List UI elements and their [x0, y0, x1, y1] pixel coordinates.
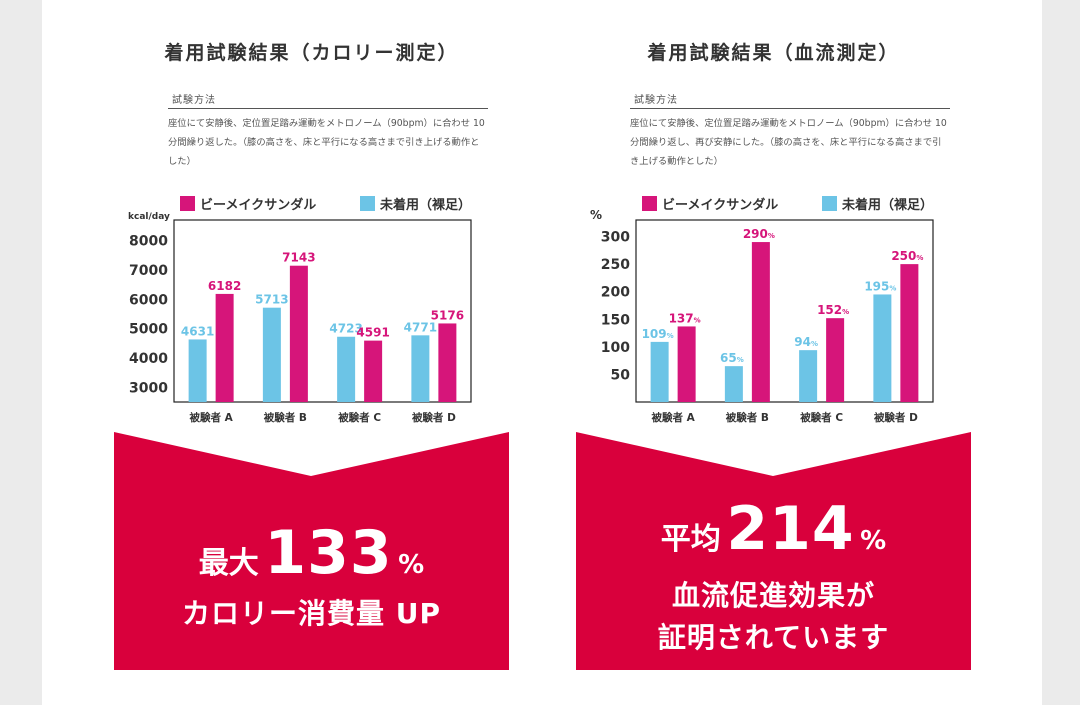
- calorie-banner-unit: %: [398, 550, 425, 580]
- calorie-bar-sandal: [215, 293, 234, 402]
- bloodflow-y-tick-label: 200: [601, 285, 630, 301]
- bloodflow-y-tick-label: 50: [611, 367, 631, 383]
- calorie-y-tick-label: 8000: [129, 234, 168, 250]
- legend-label-sandal: ビーメイクサンダル: [662, 198, 779, 213]
- calorie-banner-subline: カロリー消費量 UP: [181, 597, 441, 630]
- bloodflow-bar-sandal: [826, 318, 845, 402]
- calorie-x-tick-label: 被験者 B: [264, 411, 307, 424]
- bloodflow-data-label: 152%: [817, 303, 849, 317]
- calorie-data-label: 5176: [431, 308, 464, 322]
- bloodflow-bar-barefoot: [873, 294, 892, 402]
- calorie-method-text: 座位にて安静後、定位置足踏み運動をメトロノーム（90bpm）に合わせ 10 分間…: [168, 118, 485, 167]
- bloodflow-y-tick-label: 250: [601, 257, 630, 273]
- bloodflow-plot-frame: [635, 219, 934, 403]
- bloodflow-banner-shape: [576, 432, 971, 670]
- bloodflow-banner-unit: %: [860, 526, 887, 556]
- calorie-bar-sandal: [289, 265, 308, 402]
- calorie-data-label: 4723: [329, 322, 362, 336]
- legend-item-barefoot: 未着用（裸足）: [360, 194, 471, 213]
- bloodflow-x-tick-label: 被験者 B: [726, 411, 769, 424]
- bloodflow-method-text: 座位にて安静後、定位置足踏み運動をメトロノーム（90bpm）に合わせ 10 分間…: [630, 118, 947, 167]
- calorie-data-label: 5713: [255, 293, 288, 307]
- legend-label-barefoot: 未着用（裸足）: [842, 198, 934, 213]
- bloodflow-data-label: 195%: [864, 279, 896, 293]
- bloodflow-heading: 着用試験結果（血流測定）: [647, 42, 900, 64]
- bloodflow-method-divider: [630, 108, 950, 109]
- bloodflow-data-label: 290%: [743, 227, 775, 241]
- bloodflow-y-tick-label: 150: [601, 312, 630, 328]
- calorie-y-tick-label: 5000: [129, 322, 168, 338]
- bloodflow-y-tick-label: 300: [601, 230, 630, 246]
- bloodflow-banner-headline: 平均 214 %: [576, 494, 971, 564]
- calorie-x-tick-label: 被験者 A: [189, 411, 233, 424]
- bloodflow-x-tick-label: 被験者 C: [800, 411, 843, 424]
- bloodflow-banner-subline-1: 血流促進効果が: [671, 579, 875, 612]
- calorie-legend: ビーメイクサンダル 未着用（裸足）: [180, 194, 510, 214]
- calorie-heading: 着用試験結果（カロリー測定）: [164, 42, 459, 64]
- calorie-bar-barefoot: [411, 335, 430, 402]
- bloodflow-data-label: 109%: [642, 327, 674, 341]
- bloodflow-banner-prefix: 平均: [660, 522, 721, 557]
- calorie-banner-prefix: 最大: [198, 546, 259, 581]
- legend-label-sandal: ビーメイクサンダル: [200, 198, 317, 213]
- calorie-bar-chart: kcal/day 3000 4000 5000 6000 7000 8000 被験者 A 463…: [128, 212, 472, 424]
- calorie-banner-shape: [114, 432, 509, 670]
- bloodflow-y-axis-label: %: [590, 208, 602, 222]
- calorie-method-divider: [168, 108, 488, 109]
- calorie-banner-number: 133: [264, 518, 393, 588]
- calorie-banner-headline: 最大 133 %: [114, 518, 509, 588]
- legend-swatch-barefoot: [360, 196, 375, 211]
- bloodflow-x-tick-label: 被験者 A: [651, 411, 695, 424]
- legend-item-barefoot: 未着用（裸足）: [822, 194, 933, 213]
- bloodflow-banner: 平均 214 % 血流促進効果が 証明されています: [576, 432, 971, 670]
- bloodflow-panel: 着用試験結果（血流測定） 試験方法 座位にて安静後、定位置足踏み運動をメトロノー…: [576, 0, 971, 705]
- calorie-method-label: 試験方法: [172, 95, 216, 106]
- calorie-data-label: 7143: [282, 251, 315, 265]
- calorie-bar-sandal: [364, 340, 383, 402]
- calorie-data-label: 6182: [208, 279, 241, 293]
- bloodflow-bar-sandal: [900, 264, 919, 402]
- calorie-data-label: 4631: [181, 324, 214, 338]
- bloodflow-banner-subline-2: 証明されています: [657, 621, 890, 654]
- bloodflow-method-label: 試験方法: [634, 95, 678, 106]
- bloodflow-bar-chart: % 50 100 150 200 250 300 被験者 A 109% 137% 被験者 B 65% 2…: [590, 208, 934, 424]
- bloodflow-y-tick-label: 100: [601, 340, 630, 356]
- calorie-y-tick-label: 3000: [129, 380, 168, 396]
- legend-label-barefoot: 未着用（裸足）: [380, 198, 472, 213]
- calorie-x-tick-label: 被験者 D: [412, 411, 456, 424]
- calorie-y-tick-label: 4000: [129, 351, 168, 367]
- bloodflow-data-label: 65%: [720, 351, 744, 365]
- calorie-x-tick-label: 被験者 C: [338, 411, 381, 424]
- bloodflow-x-tick-label: 被験者 D: [874, 411, 918, 424]
- legend-swatch-sandal: [180, 196, 195, 211]
- calorie-panel: 着用試験結果（カロリー測定） 試験方法 座位にて安静後、定位置足踏み運動をメトロ…: [114, 0, 509, 705]
- bloodflow-bar-sandal: [751, 242, 770, 402]
- calorie-bar-sandal: [438, 323, 457, 402]
- legend-item-sandal: ビーメイクサンダル: [180, 194, 316, 213]
- calorie-y-tick-label: 7000: [129, 263, 168, 279]
- calorie-bar-barefoot: [188, 339, 207, 402]
- legend-item-sandal: ビーメイクサンダル: [642, 194, 778, 213]
- bloodflow-legend: ビーメイクサンダル 未着用（裸足）: [642, 194, 972, 214]
- bloodflow-data-label: 137%: [669, 311, 701, 325]
- bloodflow-bar-barefoot: [650, 341, 669, 402]
- calorie-data-label: 4591: [356, 326, 389, 340]
- calorie-y-tick-label: 6000: [129, 292, 168, 308]
- calorie-bar-barefoot: [262, 307, 281, 402]
- legend-swatch-barefoot: [822, 196, 837, 211]
- bloodflow-bar-barefoot: [799, 350, 818, 402]
- calorie-plot-frame: [173, 219, 472, 403]
- calorie-data-label: 4771: [404, 320, 437, 334]
- bloodflow-bar-barefoot: [724, 366, 743, 402]
- bloodflow-bar-sandal: [677, 326, 696, 402]
- calorie-y-axis-label: kcal/day: [128, 212, 170, 222]
- bloodflow-data-label: 250%: [891, 249, 923, 263]
- bloodflow-data-label: 94%: [794, 335, 818, 349]
- bloodflow-banner-number: 214: [726, 494, 855, 564]
- calorie-bar-barefoot: [337, 336, 356, 402]
- calorie-banner: 最大 133 % カロリー消費量 UP: [114, 432, 509, 670]
- legend-swatch-sandal: [642, 196, 657, 211]
